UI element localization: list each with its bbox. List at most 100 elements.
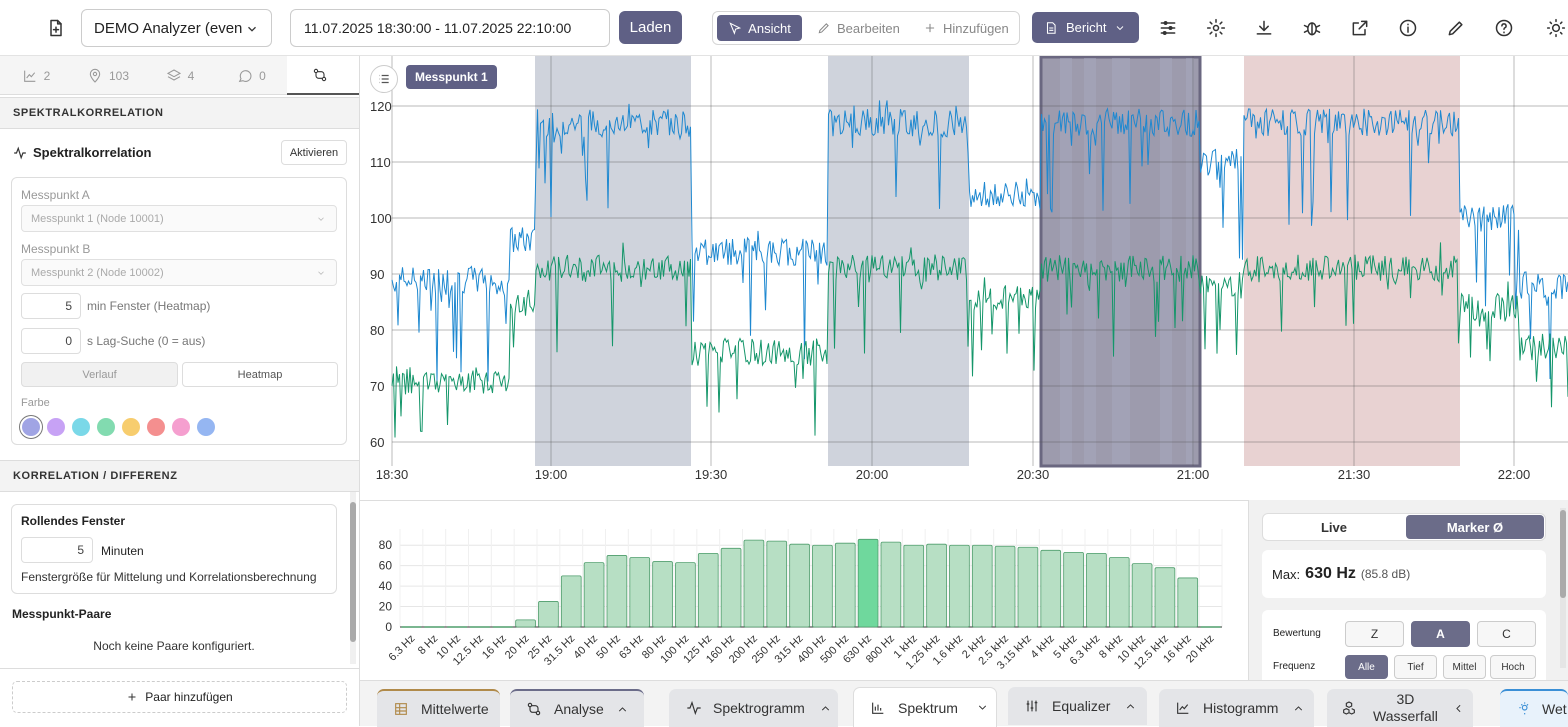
tab-charts[interactable]: 2 <box>0 56 72 95</box>
load-button[interactable]: Laden <box>619 11 682 44</box>
rolling-window-box <box>11 504 337 594</box>
spectrum-side-panel: Live Marker Ø Max: 630 Hz (85.8 dB) Bewe… <box>1248 500 1568 680</box>
new-file-icon[interactable] <box>40 12 72 44</box>
spectrum-bar <box>1154 567 1176 628</box>
rolling-title: Rollendes Fenster <box>21 514 126 528</box>
tab-analysis[interactable]: Analyse <box>510 689 644 727</box>
tab-locations[interactable]: 103 <box>72 56 144 95</box>
freq-mid[interactable]: Mittel <box>1443 655 1486 679</box>
view-mode-label: Ansicht <box>748 20 791 36</box>
color-swatch[interactable] <box>72 418 90 436</box>
left-scrollbar[interactable] <box>350 492 356 664</box>
spectrum-bar <box>812 544 833 628</box>
comment-icon <box>238 69 252 82</box>
color-swatch[interactable] <box>47 418 65 436</box>
weighting-c[interactable]: C <box>1477 621 1536 647</box>
chart-icon <box>23 70 35 82</box>
time-series-chart[interactable]: 120 110 100 90 80 70 60 18:30 19:00 19:30 20:00 20:… <box>360 55 1568 500</box>
tab-spectrogram[interactable]: Spektrogramm <box>669 689 838 727</box>
info-icon[interactable] <box>1392 12 1424 44</box>
point-a-select[interactable]: Messpunkt 1 (Node 10001) <box>21 205 337 232</box>
spectrum-bar <box>949 544 970 628</box>
marker-button[interactable]: Marker Ø <box>1406 515 1544 539</box>
view-mode-button[interactable]: Ansicht <box>717 15 802 41</box>
tab-3d-waterfall[interactable]: 3D Wasserfall <box>1327 689 1473 727</box>
tab-averages[interactable]: Mittelwerte <box>377 689 500 727</box>
spectrum-bar <box>880 541 902 628</box>
spectrum-bar <box>515 619 536 628</box>
help-icon[interactable] <box>1488 12 1520 44</box>
color-swatch[interactable] <box>22 418 40 436</box>
weighting-z[interactable]: Z <box>1345 621 1404 647</box>
lag-input[interactable]: 0 <box>21 328 81 354</box>
external-link-icon[interactable] <box>1344 12 1376 44</box>
heatmap-button[interactable]: Heatmap <box>182 362 338 387</box>
chevron-down-icon <box>318 216 324 221</box>
color-swatch[interactable] <box>97 418 115 436</box>
y-tick-label: 110 <box>370 155 391 170</box>
left-scrollbar-thumb[interactable] <box>350 502 356 642</box>
add-mode-button[interactable]: Hinzufügen <box>923 15 1009 41</box>
sun-icon[interactable] <box>1540 12 1568 44</box>
color-swatch[interactable] <box>147 418 165 436</box>
side-scrollbar[interactable] <box>1560 508 1566 668</box>
freq-low[interactable]: Tief <box>1394 655 1437 679</box>
rolling-unit: Minuten <box>101 544 144 558</box>
spectrum-y-tick: 40 <box>379 579 393 593</box>
add-pair-button[interactable]: Paar hinzufügen <box>12 681 347 713</box>
tab-equalizer[interactable]: Equalizer <box>1008 687 1147 725</box>
analyzer-select[interactable]: DEMO Analyzer (even <box>81 9 272 47</box>
edit-mode-button[interactable]: Bearbeiten <box>817 15 900 41</box>
freq-high[interactable]: Hoch <box>1490 655 1536 679</box>
download-icon[interactable] <box>1248 12 1280 44</box>
lag-label: s Lag-Suche (0 = aus) <box>87 334 206 348</box>
pen-icon[interactable] <box>1440 12 1472 44</box>
gear-icon[interactable] <box>1200 12 1232 44</box>
color-swatch[interactable] <box>172 418 190 436</box>
spectrum-area: 80 60 40 20 0 6.3 Hz 8 Hz 10 Hz 12.5 Hz 16 Hz 20 H… <box>360 500 1568 680</box>
color-swatch[interactable] <box>122 418 140 436</box>
color-swatch[interactable] <box>197 418 215 436</box>
spectrum-bar <box>606 555 628 628</box>
spectrum-y-tick: 80 <box>379 538 393 552</box>
y-tick-label: 70 <box>370 379 384 394</box>
add-pair-label: Paar hinzufügen <box>145 690 233 704</box>
tab-spectrum[interactable]: Spektrum <box>853 687 997 727</box>
sliders-icon[interactable] <box>1152 12 1184 44</box>
edit-mode-label: Bearbeiten <box>837 20 900 36</box>
measurement-point-tag[interactable]: Messpunkt 1 <box>406 65 497 89</box>
rolling-window-input[interactable]: 5 <box>21 537 93 563</box>
report-button[interactable]: Bericht <box>1032 12 1139 43</box>
pairs-title: Messpunkt-Paare <box>12 607 112 621</box>
bug-icon[interactable] <box>1296 12 1328 44</box>
history-button[interactable]: Verlauf <box>21 362 178 387</box>
report-label: Bericht <box>1066 20 1107 35</box>
pencil-icon <box>818 23 829 34</box>
tab-weather[interactable]: Wet <box>1500 689 1568 727</box>
side-scrollbar-thumb[interactable] <box>1560 510 1566 598</box>
tab-histogram[interactable]: Histogramm <box>1159 689 1314 727</box>
spectral-title: Spektralkorrelation <box>33 145 152 160</box>
weighting-a[interactable]: A <box>1411 621 1470 647</box>
y-tick-label: 80 <box>370 323 384 338</box>
point-b-select[interactable]: Messpunkt 2 (Node 10002) <box>21 259 337 286</box>
spectrum-bar <box>903 544 925 628</box>
list-icon[interactable] <box>370 65 398 93</box>
live-button[interactable]: Live <box>1320 519 1347 535</box>
spectrum-bar <box>1086 553 1107 628</box>
tab-correlation[interactable] <box>287 56 359 95</box>
sun-cloud-icon <box>1519 702 1529 715</box>
x-tick-label: 19:00 <box>535 467 568 482</box>
date-range-input[interactable]: 11.07.2025 18:30:00 - 11.07.2025 22:10:0… <box>290 9 610 47</box>
freq-all[interactable]: Alle <box>1345 655 1388 679</box>
tab-comments[interactable]: 0 <box>216 56 287 95</box>
activate-button[interactable]: Aktivieren <box>281 140 347 165</box>
selection-band <box>1160 58 1172 464</box>
time-series-svg[interactable]: 120 110 100 90 80 70 60 18:30 19:00 19:30 20:00 20:… <box>360 55 1568 500</box>
spectrum-bar <box>994 545 1016 628</box>
window-input[interactable]: 5 <box>21 293 81 319</box>
tab-layers[interactable]: 4 <box>144 56 216 95</box>
spectrum-y-tick: 60 <box>379 559 393 573</box>
document-icon <box>1046 21 1056 34</box>
